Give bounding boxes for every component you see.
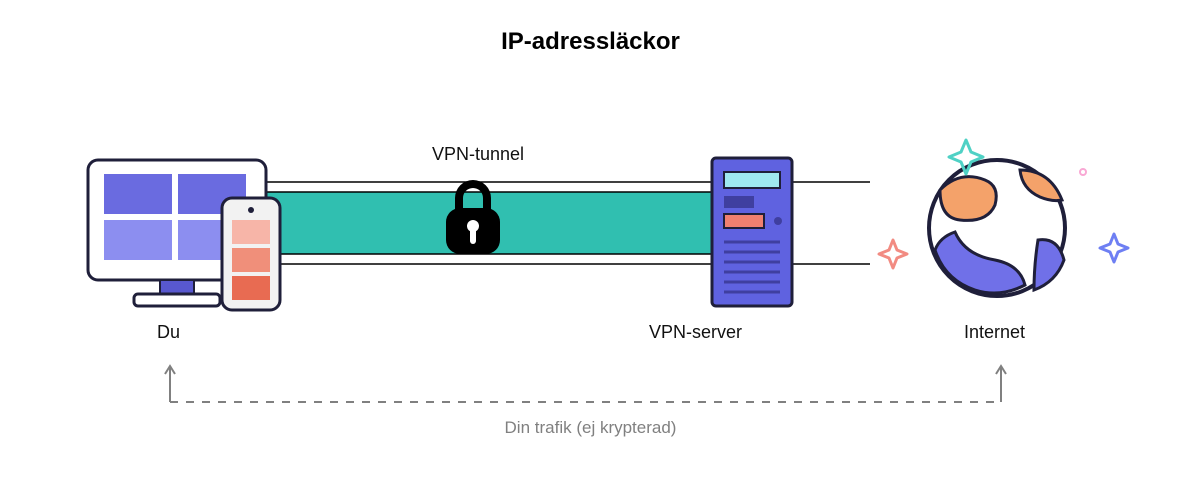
tunnel-label: VPN-tunnel xyxy=(432,144,524,165)
traffic-line xyxy=(165,366,1006,402)
phone-icon xyxy=(222,198,280,310)
sparkle-blue-icon xyxy=(1100,234,1128,262)
server-icon xyxy=(712,158,792,306)
internet-label: Internet xyxy=(964,322,1025,343)
server-label: VPN-server xyxy=(649,322,742,343)
lock-icon xyxy=(446,180,500,254)
dot-pink-icon xyxy=(1080,169,1086,175)
traffic-label: Din trafik (ej krypterad) xyxy=(0,418,1181,438)
you-label: Du xyxy=(157,322,180,343)
sparkle-coral-icon xyxy=(879,240,907,268)
globe-icon xyxy=(929,160,1065,296)
